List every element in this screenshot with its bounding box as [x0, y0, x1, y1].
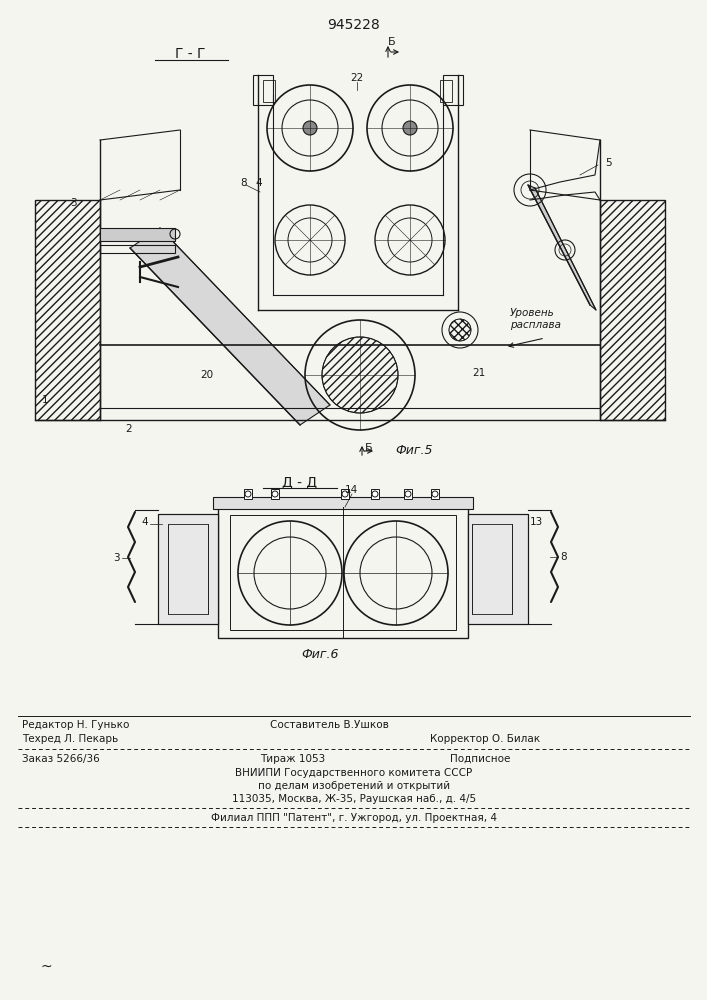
Text: Техред Л. Пекарь: Техред Л. Пекарь	[22, 734, 118, 744]
Text: Д - Д: Д - Д	[282, 475, 317, 489]
Polygon shape	[130, 228, 330, 425]
Text: 20: 20	[200, 370, 213, 380]
Circle shape	[303, 121, 317, 135]
Bar	[404, 489, 412, 499]
Text: Фиг.6: Фиг.6	[301, 648, 339, 661]
Bar	[230, 515, 456, 630]
Text: Заказ 5266/36: Заказ 5266/36	[22, 754, 100, 764]
Bar	[100, 228, 175, 241]
Bar	[168, 524, 208, 614]
Text: Г - Г: Г - Г	[175, 47, 205, 61]
Bar	[341, 489, 349, 499]
Bar	[472, 524, 512, 614]
Text: 113035, Москва, Ж-35, Раушская наб., д. 4/5: 113035, Москва, Ж-35, Раушская наб., д. …	[232, 794, 476, 804]
Text: Б: Б	[365, 443, 373, 453]
Bar	[600, 200, 665, 420]
Text: 13: 13	[530, 517, 543, 527]
Text: 945228: 945228	[327, 18, 380, 32]
Text: ВНИИПИ Государственного комитета СССР: ВНИИПИ Государственного комитета СССР	[235, 768, 472, 778]
Text: 3: 3	[71, 198, 77, 208]
Text: Филиал ППП "Патент", г. Ужгород, ул. Проектная, 4: Филиал ППП "Патент", г. Ужгород, ул. Про…	[211, 813, 497, 823]
Text: 8: 8	[560, 552, 566, 562]
Text: Тираж 1053: Тираж 1053	[260, 754, 325, 764]
Bar	[371, 489, 379, 499]
Text: Редактор Н. Гунько: Редактор Н. Гунько	[22, 720, 129, 730]
Text: 21: 21	[472, 368, 485, 378]
Bar	[213, 497, 473, 509]
Text: Подписное: Подписное	[450, 754, 510, 764]
Bar	[271, 489, 279, 499]
Bar	[100, 245, 175, 253]
Text: Составитель В.Ушков: Составитель В.Ушков	[270, 720, 389, 730]
Text: 2: 2	[125, 424, 132, 434]
Bar	[35, 200, 100, 420]
Text: 22: 22	[351, 73, 363, 83]
Bar	[263, 80, 275, 102]
Bar	[468, 514, 528, 624]
Text: Уровень
расплава: Уровень расплава	[510, 308, 561, 330]
Bar	[468, 514, 528, 624]
Text: ~: ~	[40, 960, 52, 974]
Text: 4: 4	[141, 517, 148, 527]
Text: 3: 3	[113, 553, 120, 563]
Text: по делам изобретений и открытий: по делам изобретений и открытий	[258, 781, 450, 791]
Bar	[253, 75, 273, 105]
Text: 5: 5	[605, 158, 612, 168]
Bar	[35, 200, 100, 420]
Bar	[443, 75, 463, 105]
Bar	[600, 200, 665, 420]
Bar	[158, 514, 218, 624]
Bar	[100, 228, 175, 241]
Bar	[440, 80, 452, 102]
Bar	[158, 514, 218, 624]
Text: 8: 8	[240, 178, 247, 188]
Bar	[431, 489, 439, 499]
Text: Фиг.5: Фиг.5	[395, 444, 433, 457]
Polygon shape	[528, 185, 596, 310]
Bar	[218, 507, 468, 638]
Text: 14: 14	[345, 485, 358, 495]
Circle shape	[403, 121, 417, 135]
Text: Корректор О. Билак: Корректор О. Билак	[430, 734, 540, 744]
Bar	[244, 489, 252, 499]
Text: Б: Б	[388, 37, 396, 47]
Text: 4: 4	[255, 178, 262, 188]
Text: 1: 1	[42, 395, 49, 405]
